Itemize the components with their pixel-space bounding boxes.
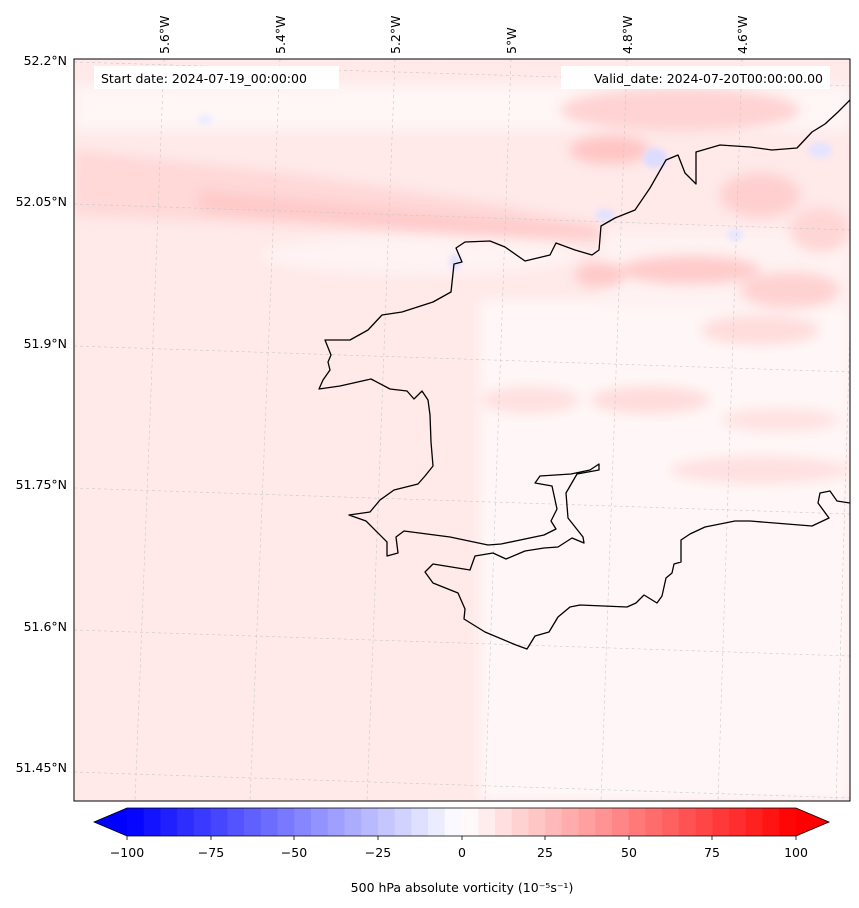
colorbar-cell: [160, 808, 178, 836]
cb-tick-label: 25: [537, 845, 553, 860]
gridline-lon-4.6: [717, 59, 743, 801]
colorbar-cell: [561, 808, 580, 836]
latitude-labels: 52.2°N 52.05°N 51.9°N 51.75°N 51.6°N 51.…: [16, 53, 67, 775]
coastline: [318, 99, 850, 650]
colorbar-cell: [678, 808, 697, 836]
valid-date-text: Valid_date: 2024-07-20T00:00:00.00: [594, 71, 823, 86]
field-negative-spots: [197, 115, 832, 270]
colorbar-cell: [595, 808, 613, 836]
colorbar: −100 −75 −50 −25 0 25 50 75 100 500 hPa …: [92, 807, 831, 895]
colorbar-cell: [444, 808, 463, 836]
lat-label-51.6N: 51.6°N: [24, 619, 67, 634]
colorbar-title: 500 hPa absolute vorticity (10⁻⁵s⁻¹): [351, 880, 574, 895]
lon-label-5.4W: 5.4°W: [273, 16, 288, 55]
gridline-lon-4.8: [600, 59, 628, 801]
colorbar-cell: [227, 808, 245, 836]
colorbar-cell: [361, 808, 379, 836]
colorbar-cell: [478, 808, 496, 836]
lat-label-52.2N: 52.2°N: [24, 53, 67, 68]
valid-date-background: [561, 66, 830, 89]
colorbar-cell: [310, 808, 329, 836]
lon-label-5W: 5°W: [504, 27, 519, 54]
colorbar-cell: [210, 808, 228, 836]
colorbar-cell: [377, 808, 396, 836]
colorbar-cell: [428, 808, 446, 836]
lon-label-4.8W: 4.8°W: [620, 16, 635, 55]
colorbar-cells: [127, 808, 797, 836]
gridline-lon-5.6: [134, 59, 165, 801]
cb-tick-label: −25: [365, 845, 391, 860]
start-date-text: Start date: 2024-07-19_00:00:00: [101, 71, 307, 86]
colorbar-cell: [545, 808, 563, 836]
colorbar-cell: [662, 808, 680, 836]
cb-tick-label: −100: [110, 845, 144, 860]
colorbar-cell: [327, 808, 346, 836]
colorbar-cell: [277, 808, 295, 836]
cb-tick-label: 50: [621, 845, 637, 860]
gridline-lon-5.2: [366, 59, 396, 801]
lon-label-5.2W: 5.2°W: [388, 16, 403, 55]
colorbar-cell: [494, 808, 513, 836]
colorbar-cell: [779, 808, 797, 836]
gridline-lon-5.4: [249, 59, 281, 801]
vorticity-field: [74, 59, 850, 801]
colorbar-cell: [461, 808, 479, 836]
colorbar-cell: [612, 808, 630, 836]
colorbar-cell: [712, 808, 730, 836]
colorbar-ticks: −100 −75 −50 −25 0 25 50 75 100: [110, 836, 808, 860]
colorbar-cell: [645, 808, 663, 836]
cb-tick-label: −50: [281, 845, 307, 860]
colorbar-extend-high: [796, 808, 829, 836]
gridline-lon-5: [484, 59, 512, 801]
lon-label-5.6W: 5.6°W: [157, 16, 172, 55]
cb-tick-label: 100: [784, 845, 808, 860]
colorbar-cell: [177, 808, 195, 836]
colorbar-cell: [244, 808, 262, 836]
lat-label-51.45N: 51.45°N: [16, 760, 67, 775]
lat-label-51.75N: 51.75°N: [16, 477, 67, 492]
lat-label-52.05N: 52.05°N: [16, 194, 67, 209]
colorbar-cell: [528, 808, 546, 836]
gridline-lon-4.4: [835, 318, 850, 801]
start-date-background: [94, 66, 339, 89]
gridlines: [74, 59, 850, 801]
colorbar-cell: [745, 808, 764, 836]
colorbar-cell: [394, 808, 412, 836]
colorbar-cell: [511, 808, 530, 836]
colorbar-cell: [578, 808, 596, 836]
colorbar-cell: [260, 808, 279, 836]
colorbar-extend-low: [94, 808, 127, 836]
colorbar-cell: [411, 808, 429, 836]
valid-date-box: Valid_date: 2024-07-20T00:00:00.00: [561, 66, 830, 89]
colorbar-cell: [729, 808, 747, 836]
cb-tick-label: 0: [458, 845, 466, 860]
colorbar-cell: [762, 808, 780, 836]
colorbar-cell: [127, 808, 145, 836]
colorbar-cell: [294, 808, 312, 836]
lat-label-51.9N: 51.9°N: [24, 336, 67, 351]
cb-tick-label: 75: [704, 845, 720, 860]
start-date-box: Start date: 2024-07-19_00:00:00: [94, 66, 339, 89]
cb-tick-label: −75: [198, 845, 224, 860]
lon-label-4.6W: 4.6°W: [735, 16, 750, 55]
colorbar-cell: [193, 808, 212, 836]
colorbar-cell: [143, 808, 162, 836]
longitude-labels: 5.6°W 5.4°W 5.2°W 5°W 4.8°W 4.6°W: [157, 16, 750, 55]
colorbar-cell: [344, 808, 362, 836]
colorbar-cell: [695, 808, 713, 836]
colorbar-cell: [628, 808, 647, 836]
map-frame: [73, 58, 851, 802]
